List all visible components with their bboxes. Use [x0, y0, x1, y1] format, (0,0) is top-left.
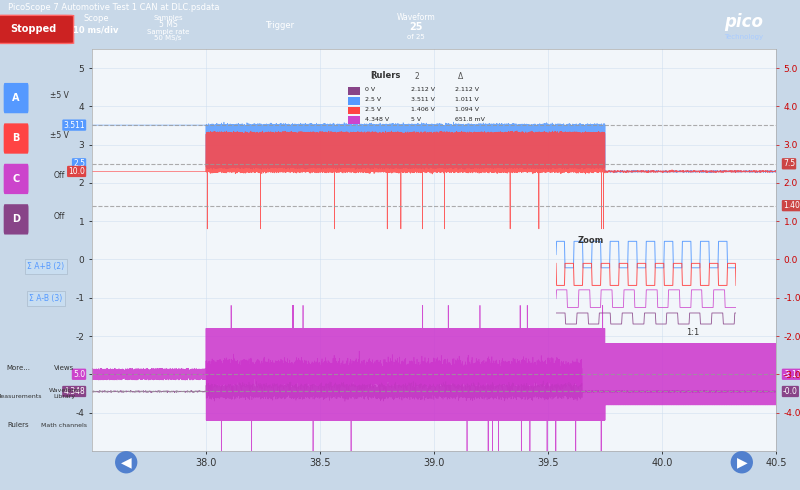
Bar	[347, 117, 360, 124]
Text: 1.406 V: 1.406 V	[411, 107, 434, 112]
Text: 5 MS: 5 MS	[158, 20, 178, 28]
Text: 25: 25	[410, 22, 422, 32]
Text: 1.011 V: 1.011 V	[455, 98, 478, 102]
Text: Samples: Samples	[153, 15, 183, 21]
Text: ▶: ▶	[737, 455, 747, 469]
Text: 1.406: 1.406	[783, 201, 800, 210]
FancyBboxPatch shape	[4, 164, 29, 194]
Text: Off: Off	[54, 212, 66, 221]
Text: Trigger: Trigger	[266, 21, 294, 30]
Text: 2.112 V: 2.112 V	[455, 87, 479, 93]
Text: 1: 1	[370, 73, 375, 81]
Text: 651.8 mV: 651.8 mV	[455, 117, 485, 122]
Text: A: A	[12, 93, 20, 103]
FancyBboxPatch shape	[4, 204, 29, 235]
FancyBboxPatch shape	[0, 15, 74, 44]
FancyBboxPatch shape	[4, 83, 29, 113]
Text: ◀: ◀	[121, 455, 131, 469]
Text: 10.0: 10.0	[68, 167, 85, 176]
Text: 50 MS/s: 50 MS/s	[154, 35, 182, 41]
Text: C: C	[13, 174, 20, 184]
Text: Measurements: Measurements	[0, 394, 42, 399]
Text: pico: pico	[725, 13, 763, 31]
Text: Rulers: Rulers	[370, 71, 401, 80]
Text: 2.5 V: 2.5 V	[365, 98, 382, 102]
Text: 2: 2	[414, 73, 419, 81]
Text: More...: More...	[6, 365, 30, 371]
Text: Σ A+B (2): Σ A+B (2)	[27, 262, 65, 271]
Text: Scope: Scope	[83, 14, 109, 23]
Text: Σ A-B (3): Σ A-B (3)	[30, 294, 62, 303]
Text: Rulers: Rulers	[7, 421, 30, 428]
Bar	[347, 97, 360, 104]
Text: 4.348 V: 4.348 V	[365, 117, 390, 122]
Text: Zoom: Zoom	[578, 236, 604, 245]
Text: -3.112: -3.112	[783, 370, 800, 379]
Text: of 25: of 25	[407, 34, 425, 40]
Text: 0 V: 0 V	[365, 87, 375, 93]
Text: Waveform: Waveform	[397, 13, 435, 22]
Text: ±5 V: ±5 V	[50, 91, 70, 99]
Text: Technology: Technology	[725, 34, 763, 40]
Text: Views: Views	[54, 365, 74, 371]
Bar	[347, 87, 360, 95]
Text: 7.5: 7.5	[783, 159, 795, 168]
Text: -0.0: -0.0	[783, 387, 798, 396]
Text: D: D	[12, 214, 20, 224]
Text: PicoScope 7 Automotive Test 1 CAN at DLC.psdata: PicoScope 7 Automotive Test 1 CAN at DLC…	[8, 3, 219, 12]
Text: 5 V: 5 V	[411, 117, 421, 122]
Text: 10 ms/div: 10 ms/div	[74, 25, 118, 34]
Text: Math channels: Math channels	[42, 422, 87, 428]
Text: 4.348: 4.348	[63, 387, 85, 396]
Text: 1.094 V: 1.094 V	[455, 107, 479, 112]
Text: B: B	[13, 133, 20, 143]
Text: Sample rate: Sample rate	[147, 28, 189, 34]
Text: 3.511: 3.511	[63, 121, 85, 130]
Text: Stopped: Stopped	[10, 24, 57, 34]
Text: Waveform
Library: Waveform Library	[49, 389, 80, 399]
Text: 2.5 V: 2.5 V	[365, 107, 382, 112]
Text: 1:1: 1:1	[686, 328, 699, 337]
Bar	[347, 106, 360, 115]
Text: ±5 V: ±5 V	[50, 131, 70, 140]
Text: 5.0: 5.0	[73, 370, 85, 379]
Text: 2.112 V: 2.112 V	[411, 87, 435, 93]
Text: Δ: Δ	[458, 73, 464, 81]
Text: 2.5: 2.5	[73, 159, 85, 168]
FancyBboxPatch shape	[4, 123, 29, 154]
Text: Off: Off	[54, 172, 66, 180]
Text: 3.511 V: 3.511 V	[411, 98, 434, 102]
